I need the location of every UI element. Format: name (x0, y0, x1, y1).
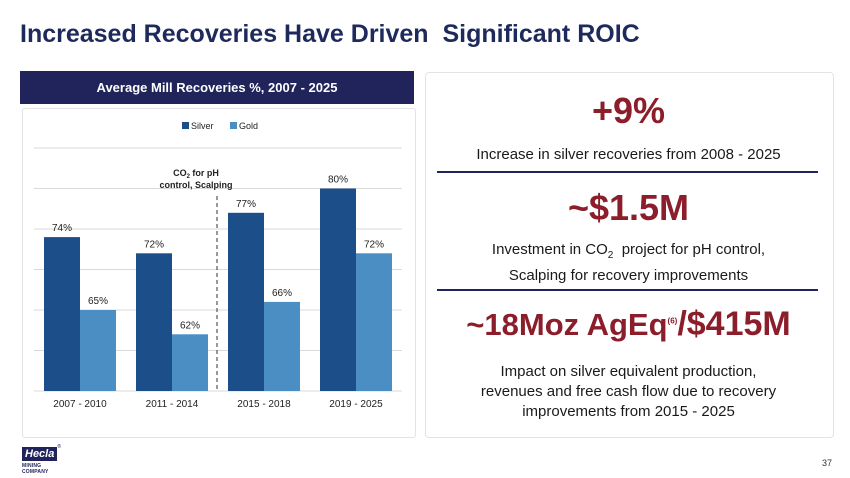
x-tick-label: 2007 - 2010 (53, 399, 107, 410)
chart-x-ticks: 2007 - 2010 2011 - 2014 2015 - 2018 2019 - … (53, 399, 383, 410)
silver-bar (136, 253, 172, 391)
recoveries-bar-chart: 74% 65% 72% 62% 77% 66% 80% 72% 2007 - 2010 2011… (34, 121, 402, 410)
stat-silver-recovery-desc: Increase in silver recoveries from 2008 … (476, 146, 781, 163)
data-label: 72% (364, 239, 384, 250)
gold-bar (80, 310, 116, 391)
stat-impact-desc: Impact on silver equivalent production, … (480, 363, 777, 420)
silver-bar (320, 188, 356, 391)
stat-value: +9% (591, 90, 666, 131)
silver-bar (44, 237, 80, 391)
chart-header-text: Average Mill Recoveries %, 2007 - 2025 (96, 80, 338, 95)
data-label: 77% (236, 199, 256, 210)
chart-annotation-line1: CO2 for pH (173, 168, 219, 180)
data-label: 66% (272, 288, 292, 299)
x-tick-label: 2011 - 2014 (146, 399, 199, 410)
page-title: Increased Recoveries Have Driven Signifi… (20, 20, 640, 48)
x-tick-label: 2015 - 2018 (237, 399, 291, 410)
stat-investment: ~$1.5M (425, 187, 832, 229)
chart-annotation-line2: control, Scalping (159, 180, 232, 190)
x-tick-label: 2019 - 2025 (329, 399, 383, 410)
chart-bars (44, 188, 392, 391)
gold-bar (356, 253, 392, 391)
page-number: 37 (822, 458, 833, 468)
stat-value: ~$1.5M (567, 187, 690, 228)
legend-swatch (182, 122, 189, 129)
chart-header: Average Mill Recoveries %, 2007 - 2025 (20, 71, 414, 104)
divider-rule (437, 289, 818, 291)
hecla-logo: Hecla® MINING COMPANY (22, 444, 62, 475)
stat-investment-desc: Investment in CO2 project for pH control… (425, 240, 832, 286)
data-label: 80% (328, 175, 348, 186)
divider-rule (437, 171, 818, 173)
data-label: 72% (144, 239, 164, 250)
legend-label: Gold (239, 121, 258, 131)
desc-text: Scalping for recovery improvements (508, 267, 749, 284)
stat-value: ~18Moz AgEq(6)/$415M (466, 305, 791, 343)
data-label: 74% (52, 223, 72, 234)
stat-silver-recovery: +9% (425, 90, 832, 132)
desc-text: Investment in CO (491, 241, 608, 258)
stats-panel (425, 72, 834, 438)
legend-label: Silver (191, 121, 214, 131)
data-label: 65% (88, 296, 108, 307)
desc-text: project for pH control, (613, 241, 766, 258)
chart-legend: Silver Gold (182, 121, 258, 131)
stat-impact: ~18Moz AgEq(6)/$415M (425, 305, 832, 344)
data-label: 62% (180, 320, 200, 331)
desc-subscript: 2 (607, 250, 614, 261)
chart-data-labels: 74% 65% 72% 62% 77% 66% 80% 72% (52, 175, 384, 332)
silver-bar (228, 212, 264, 391)
gold-bar (264, 301, 300, 391)
gold-bar (172, 334, 208, 391)
legend-swatch (230, 122, 237, 129)
